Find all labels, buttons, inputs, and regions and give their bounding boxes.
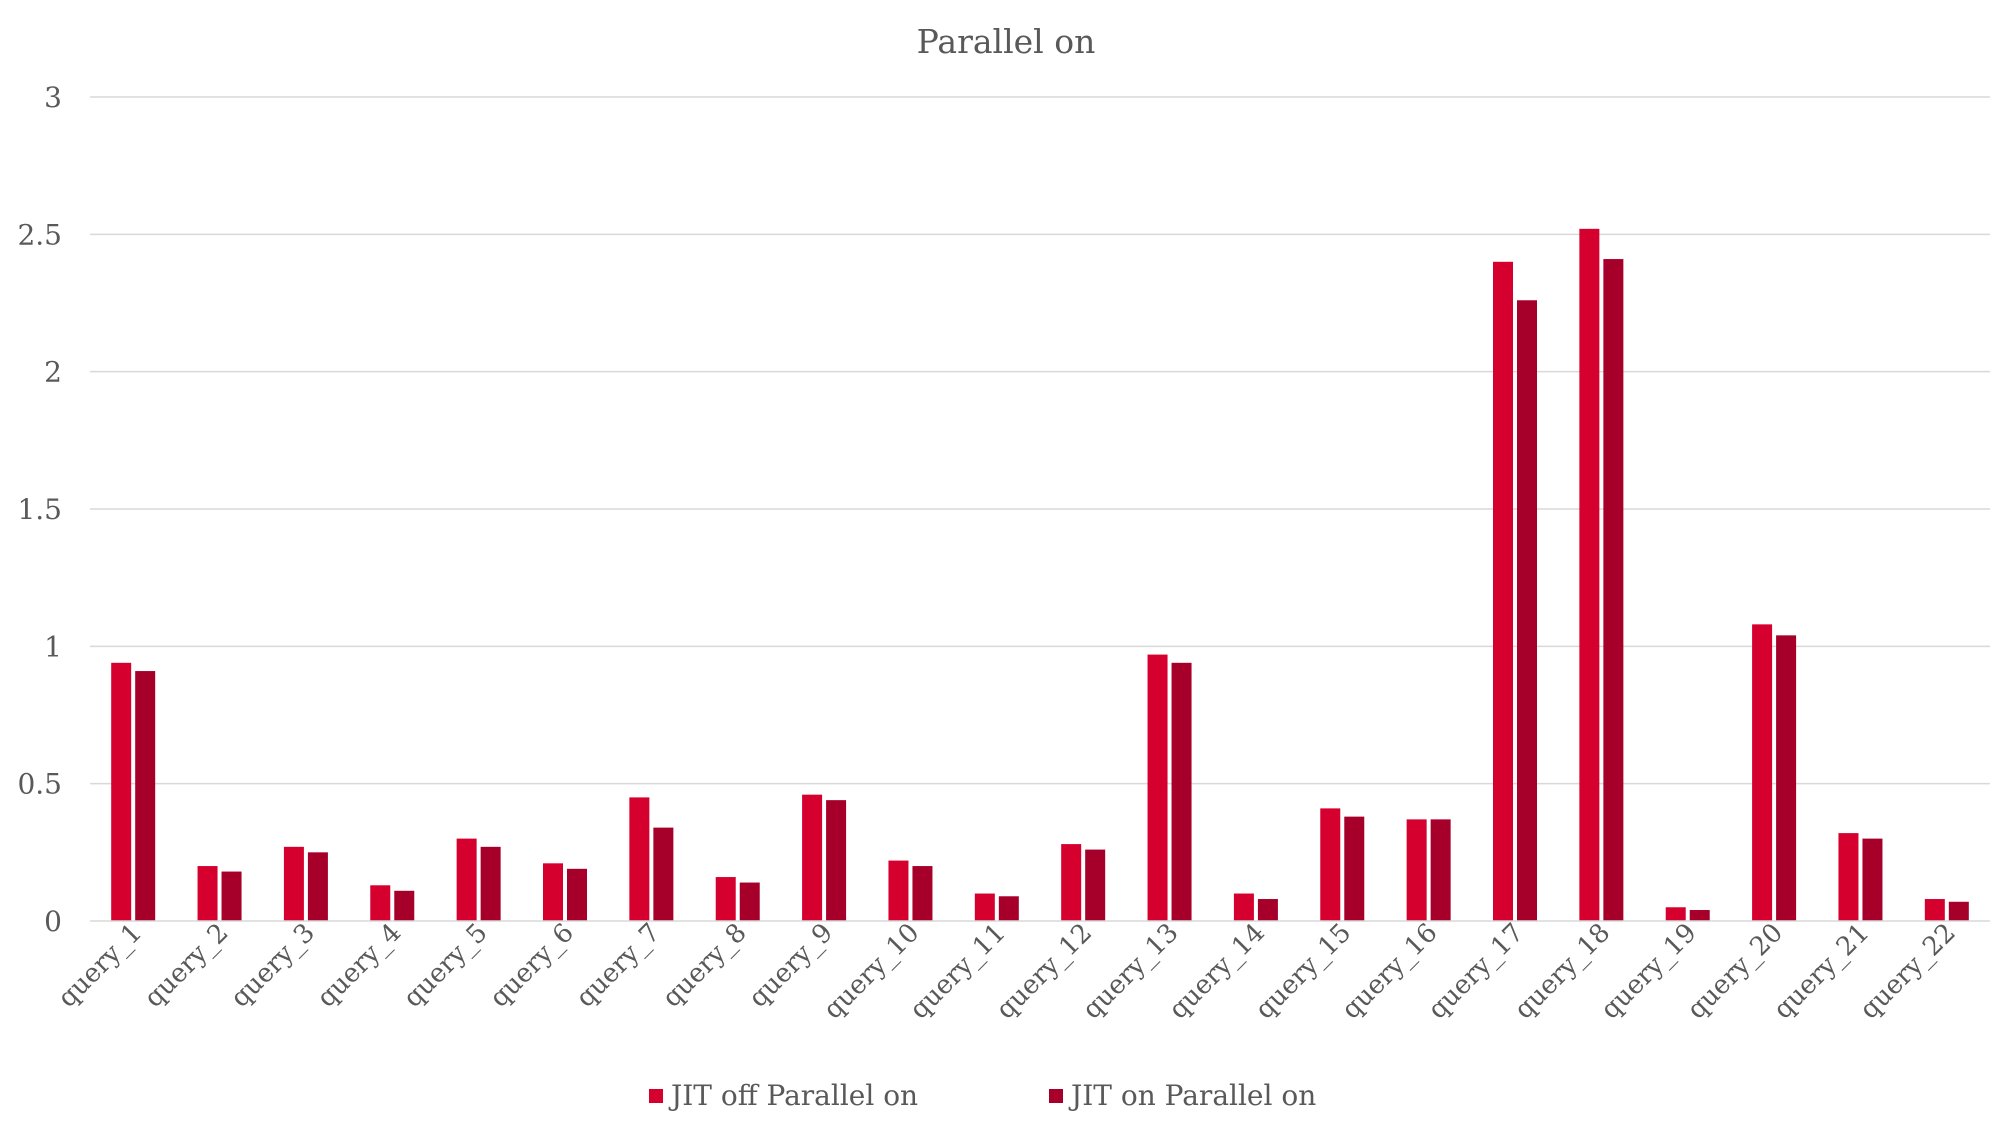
y-tick-label: 0: [44, 905, 62, 938]
bar-query_5-jit-off: [456, 838, 477, 921]
bar-query_15-jit-on: [1344, 816, 1365, 921]
legend-swatch-jit-off: [649, 1089, 663, 1103]
bar-query_14-jit-off: [1233, 893, 1254, 921]
bar-query_4-jit-off: [370, 885, 391, 921]
bar-query_11-jit-on: [998, 896, 1019, 921]
bar-query_9-jit-off: [802, 794, 823, 921]
legend-swatch-jit-on: [1049, 1089, 1063, 1103]
bar-query_18-jit-off: [1579, 228, 1600, 922]
gridlines: [90, 96, 1990, 785]
bars: [111, 228, 1969, 922]
x-tick-label: query_7: [571, 918, 667, 1014]
bar-query_13-jit-on: [1171, 662, 1192, 921]
bar-query_4-jit-on: [394, 890, 415, 921]
bar-query_7-jit-off: [629, 797, 650, 921]
bar-query_16-jit-on: [1430, 819, 1451, 921]
bar-query_8-jit-off: [715, 877, 736, 921]
bar-query_8-jit-on: [739, 882, 760, 921]
bar-query_20-jit-on: [1776, 635, 1797, 921]
bar-query_13-jit-off: [1147, 654, 1168, 921]
x-tick-label: query_2: [139, 918, 235, 1014]
bar-query_3-jit-off: [283, 846, 304, 921]
x-tick-label: query_3: [225, 918, 321, 1014]
y-tick-label: 2: [44, 356, 62, 389]
bar-query_5-jit-on: [480, 846, 501, 921]
bar-query_10-jit-on: [912, 866, 933, 921]
bar-query_2-jit-on: [221, 871, 242, 921]
legend-label-jit-off: JIT off Parallel on: [668, 1079, 918, 1112]
x-tick-label: query_1: [52, 918, 148, 1014]
bar-query_17-jit-on: [1517, 300, 1537, 922]
bar-query_10-jit-off: [888, 860, 909, 921]
bar-query_15-jit-off: [1320, 808, 1341, 921]
bar-query_20-jit-off: [1752, 624, 1773, 921]
bar-query_21-jit-on: [1862, 838, 1883, 921]
bar-query_9-jit-on: [826, 800, 847, 921]
bar-query_21-jit-off: [1838, 833, 1859, 921]
bar-query_1-jit-on: [135, 671, 156, 921]
legend-label-jit-on: JIT on Parallel on: [1068, 1079, 1316, 1112]
bar-query_7-jit-on: [653, 827, 674, 921]
bar-query_16-jit-off: [1406, 819, 1427, 921]
y-axis-ticks: 0 0.5 1 1.5 2 2.5 3: [17, 81, 62, 938]
bar-query_22-jit-on: [1948, 901, 1969, 921]
y-tick-label: 1.5: [17, 493, 62, 526]
chart-title: Parallel on: [917, 22, 1096, 61]
bar-query_12-jit-on: [1085, 849, 1106, 921]
x-tick-label: query_8: [657, 918, 753, 1014]
x-tick-label: query_22: [1854, 918, 1961, 1025]
x-tick-label: query_4: [311, 918, 407, 1014]
bar-query_18-jit-on: [1603, 259, 1624, 921]
bar-query_2-jit-off: [197, 866, 218, 921]
legend: JIT off Parallel on JIT on Parallel on: [649, 1079, 1316, 1112]
bar-query_11-jit-off: [974, 893, 995, 921]
y-tick-label: 1: [44, 630, 62, 663]
bar-query_1-jit-off: [111, 662, 132, 921]
bar-query_22-jit-off: [1924, 899, 1945, 921]
bar-query_6-jit-off: [543, 863, 563, 921]
bar-query_12-jit-off: [1061, 844, 1082, 921]
bar-query_3-jit-on: [307, 852, 328, 921]
y-tick-label: 0.5: [17, 768, 62, 801]
y-tick-label: 3: [44, 81, 62, 114]
bar-query_14-jit-on: [1257, 899, 1278, 921]
x-axis-ticks: query_1query_2query_3query_4query_5query…: [52, 918, 1961, 1025]
x-tick-label: query_5: [398, 918, 494, 1014]
bar-query_17-jit-off: [1493, 261, 1513, 921]
y-tick-label: 2.5: [17, 218, 62, 251]
x-tick-label: query_6: [484, 918, 580, 1014]
bar-query_6-jit-on: [567, 868, 587, 921]
bar-query_19-jit-off: [1665, 907, 1686, 921]
bar-query_19-jit-on: [1689, 910, 1710, 921]
